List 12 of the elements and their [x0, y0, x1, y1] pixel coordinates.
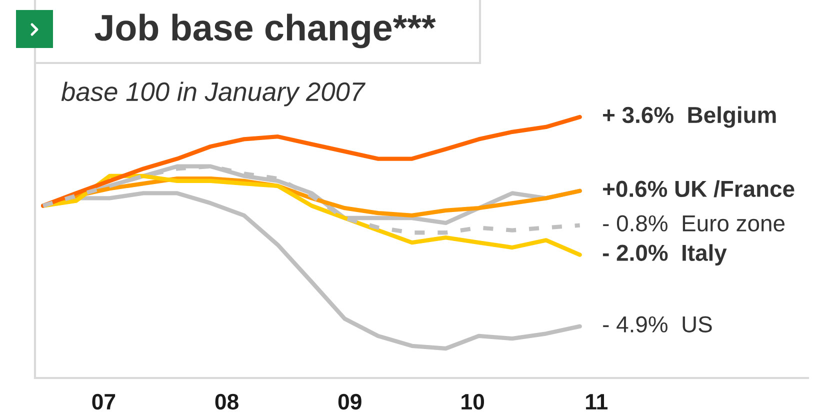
- x-tick-label: 10: [462, 394, 484, 410]
- x-tick-label: 11: [586, 394, 608, 410]
- x-tick-label: 08: [215, 394, 238, 410]
- annotation: - 2.0% Italy: [602, 244, 727, 266]
- x-tick-label: 07: [92, 394, 116, 410]
- chart-subtitle: base 100 in January 2007: [61, 82, 366, 106]
- annotation: +0.6% UK /France: [603, 180, 794, 198]
- annotation: - 4.9% US: [603, 316, 712, 332]
- x-tick-label: 09: [338, 394, 362, 410]
- annotation: - 0.8% Euro zone: [603, 215, 784, 232]
- annotation: + 3.6% Belgium: [603, 106, 776, 128]
- chart-title: Job base change***: [94, 14, 436, 48]
